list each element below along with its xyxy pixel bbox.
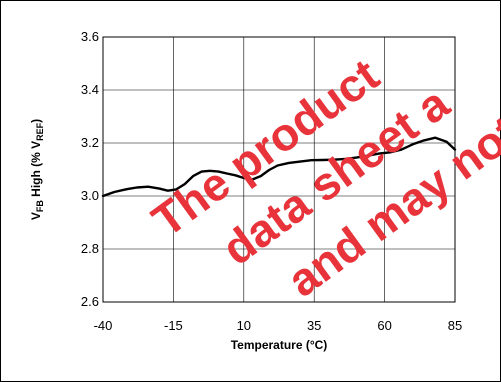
y-tick-label: 2.6 [81,294,99,309]
y-axis-title-sub2: REF [35,122,45,141]
y-axis-title-end: ) [29,119,43,123]
y-axis-title-main: V [29,212,43,220]
y-axis-title-sub1: FB [35,200,45,212]
y-axis-title: VFB High (% VREF) [29,119,45,220]
y-tick-label: 3.2 [81,135,99,150]
y-axis-ticks: 2.6 2.8 3.0 3.2 3.4 3.6 [81,29,99,309]
y-axis-title-mid: High (% V [29,141,43,200]
x-tick-label: 85 [448,318,462,333]
y-tick-label: 2.8 [81,241,99,256]
x-tick-label: 35 [307,318,321,333]
x-tick-label: 60 [377,318,391,333]
x-tick-label: -40 [94,318,113,333]
y-tick-label: 3.4 [81,82,99,97]
y-tick-label: 3.0 [81,188,99,203]
x-tick-label: -15 [164,318,183,333]
x-tick-label: 10 [237,318,251,333]
watermark: The product data sheet a and may not be [143,0,501,350]
y-tick-label: 3.6 [81,29,99,44]
x-axis-title: Temperature (°C) [231,338,328,352]
x-axis-ticks: -40 -15 10 35 60 85 [94,318,463,333]
